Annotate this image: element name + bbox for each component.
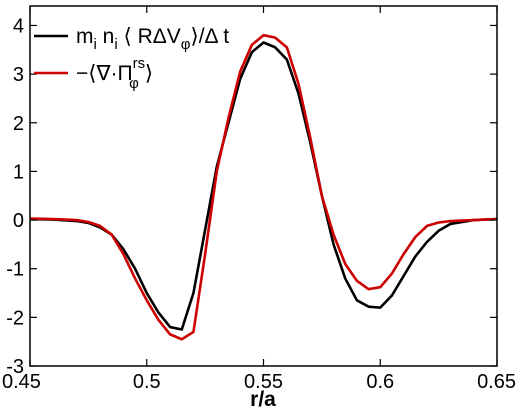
x-tick-label-0: 0.45: [2, 371, 41, 393]
legend-1-part-a: m: [76, 25, 94, 48]
x-tick-label-1: 0.5: [133, 371, 161, 393]
x-tick-label-4: 0.65: [477, 371, 516, 393]
y-tick-label-3: 0: [13, 210, 24, 232]
series-line-1: [29, 41, 498, 331]
legend-1-part-c: ⟨ RΔV: [118, 25, 181, 48]
plot-background: [30, 6, 497, 366]
legend-1-sub-b: i: [114, 36, 117, 53]
x-tick-label-2: 0.55: [244, 371, 283, 393]
legend-2-part-b: ⟩: [145, 62, 153, 85]
y-tick-label-7: 4: [13, 15, 24, 37]
tick-layer: 0.45 0.5 0.55 0.6 0.65 -3 -2 -1 0 1 2 3 4: [2, 6, 516, 393]
legend-2-sub: φ: [129, 75, 139, 92]
y-tick-label-1: -2: [6, 307, 24, 329]
x-tick-label-3: 0.6: [366, 371, 394, 393]
legend-2-sup: rs: [133, 55, 146, 72]
y-tick-label-2: -1: [6, 259, 24, 281]
series-layer: [29, 33, 498, 341]
legend-2-part-a: −⟨∇·Π: [76, 62, 133, 85]
y-tick-label-6: 3: [13, 64, 24, 86]
legend-label-series-2: −⟨∇·Πrs φ ⟩: [76, 55, 153, 92]
y-tick-label-5: 2: [13, 113, 24, 135]
x-axis-title: r/a: [250, 388, 276, 411]
y-tick-label-4: 1: [13, 161, 24, 183]
legend-1-sub-c: φ: [181, 36, 191, 53]
legend-1-sub-a: i: [94, 36, 97, 53]
legend-label-series-1: mi ni ⟨ RΔVφ⟩/Δ t: [76, 25, 229, 53]
legend-1-part-b: n: [97, 25, 115, 48]
y-tick-label-0: -3: [6, 356, 24, 378]
series-line-2: [29, 33, 498, 341]
legend: mi ni ⟨ RΔVφ⟩/Δ t −⟨∇·Πrs φ ⟩: [34, 25, 229, 92]
legend-1-part-d: ⟩/Δ t: [191, 25, 230, 48]
